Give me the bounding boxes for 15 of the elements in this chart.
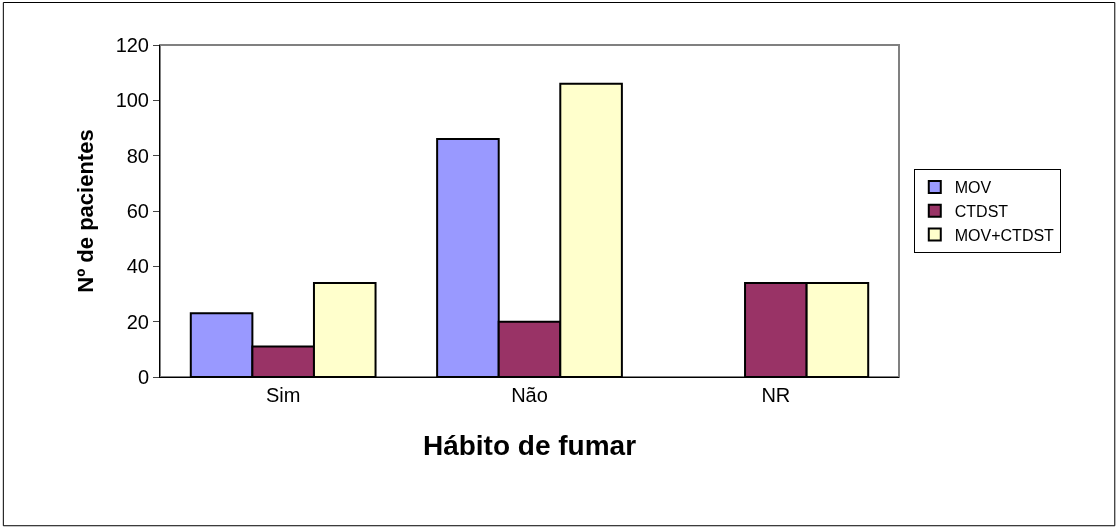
y-tick-label: 40 (126, 255, 149, 278)
y-tick-label: 60 (126, 200, 149, 222)
x-tick-label: Sim (265, 384, 301, 406)
legend-label: MOV (954, 179, 992, 197)
y-axis-title: Nº de pacientes (73, 129, 99, 293)
legend-label: CTDST (954, 202, 1009, 220)
y-tick-label: 0 (137, 366, 149, 388)
x-tick-label: Não (511, 384, 548, 406)
y-tick-label: 80 (126, 144, 149, 167)
x-axis-title: Hábito de fumar (422, 430, 637, 462)
y-tick-label: 120 (115, 34, 149, 56)
y-tick-label: 20 (126, 310, 149, 333)
x-tick-label: NR (761, 384, 791, 406)
legend-label: MOV+CTDST (954, 226, 1055, 244)
y-tick-label: 100 (115, 89, 149, 112)
